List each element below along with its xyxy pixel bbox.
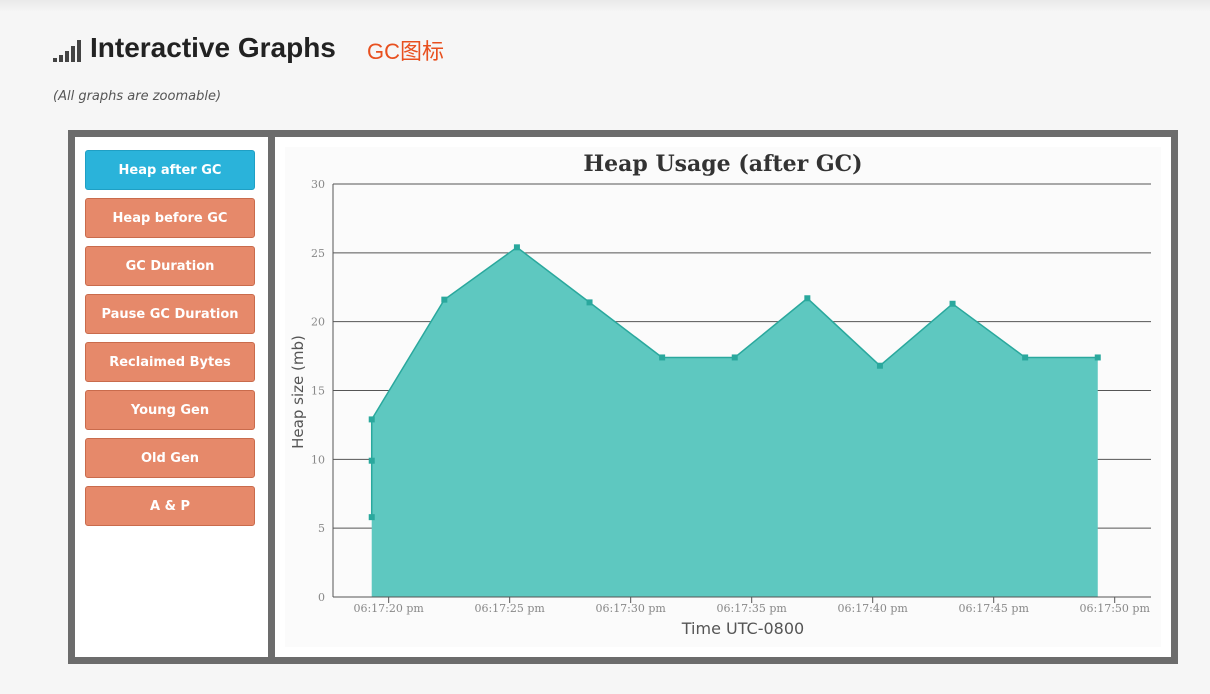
y-tick-label: 25 [311, 247, 325, 260]
data-point [441, 296, 448, 303]
y-tick-label: 30 [311, 178, 325, 191]
heap-after-gc-button[interactable]: Heap after GC [85, 150, 255, 190]
x-tick-label: 06:17:30 pm [595, 602, 666, 615]
data-point [731, 354, 738, 361]
y-axis-label: Heap size (mb) [289, 335, 307, 449]
reclaimed-bytes-button[interactable]: Reclaimed Bytes [85, 342, 255, 382]
y-tick-label: 0 [318, 591, 325, 604]
data-point [586, 299, 593, 306]
heap-usage-chart[interactable]: Heap Usage (after GC) 0 5 10 15 20 25 30 06:17:… [285, 147, 1161, 647]
chart-panel: Heap Usage (after GC) 0 5 10 15 20 25 30 06:17:… [275, 137, 1171, 657]
data-point [659, 354, 666, 361]
x-tick-label: 06:17:35 pm [716, 602, 787, 615]
young-gen-button[interactable]: Young Gen [85, 390, 255, 430]
x-tick-label: 06:17:45 pm [959, 602, 1030, 615]
y-tick-label: 5 [318, 522, 325, 535]
pause-gc-duration-button[interactable]: Pause GC Duration [85, 294, 255, 334]
chart-area[interactable]: Heap Usage (after GC) 0 5 10 15 20 25 30 06:17:… [285, 147, 1161, 647]
a-and-p-button[interactable]: A & P [85, 486, 255, 526]
data-point [513, 244, 520, 251]
old-gen-button[interactable]: Old Gen [85, 438, 255, 478]
data-point [368, 457, 375, 464]
data-point [368, 514, 375, 521]
heap-before-gc-button[interactable]: Heap before GC [85, 198, 255, 238]
y-tick-label: 15 [311, 385, 325, 398]
x-tick-label: 06:17:40 pm [837, 602, 908, 615]
area-fill [371, 247, 1098, 597]
page-title: Interactive Graphs [90, 32, 336, 63]
y-tick-label: 20 [311, 316, 325, 329]
top-shadow [0, 0, 1210, 12]
data-point [1094, 354, 1101, 361]
data-point [368, 416, 375, 423]
chart-title: Heap Usage (after GC) [583, 151, 862, 177]
signal-bars-icon [53, 40, 85, 62]
zoom-note: (All graphs are zoomable) [53, 89, 222, 104]
x-tick-label: 06:17:50 pm [1080, 602, 1151, 615]
y-tick-label: 10 [311, 453, 325, 466]
data-point [1022, 354, 1029, 361]
data-point [876, 362, 883, 369]
gc-duration-button[interactable]: GC Duration [85, 246, 255, 286]
x-axis-label: Time UTC-0800 [681, 619, 804, 638]
graph-selector-sidebar: Heap after GC Heap before GC GC Duration… [75, 137, 268, 657]
x-tick-label: 06:17:20 pm [353, 602, 424, 615]
data-point [949, 300, 956, 307]
x-tick-label: 06:17:25 pm [474, 602, 545, 615]
data-point [804, 295, 811, 302]
page-subtitle: GC图标 [367, 39, 445, 64]
